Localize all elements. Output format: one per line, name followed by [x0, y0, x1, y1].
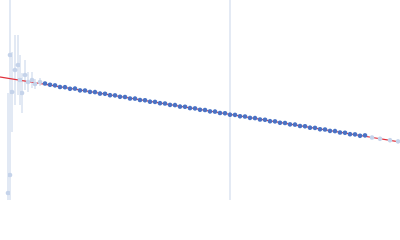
data-point: [322, 127, 328, 132]
data-point: [187, 105, 193, 111]
data-point: [237, 114, 243, 119]
data-point: [7, 52, 13, 58]
data-point: [67, 86, 73, 92]
data-point: [217, 110, 223, 116]
data-point: [197, 107, 203, 113]
data-point: [29, 77, 35, 83]
data-point: [157, 100, 163, 106]
data-point: [357, 133, 363, 139]
data-point: [337, 130, 343, 135]
data-point: [227, 112, 233, 117]
data-point: [5, 190, 11, 196]
data-point: [277, 120, 283, 126]
data-point: [102, 91, 108, 97]
data-point: [247, 115, 253, 121]
data-point: [137, 97, 143, 103]
data-point: [207, 109, 213, 114]
data-point: [97, 91, 103, 96]
data-point: [342, 130, 348, 136]
chart: [0, 0, 400, 200]
data-point: [267, 118, 273, 124]
data-point: [77, 88, 83, 93]
page: {"chart_data": { "type": "scatter", "xli…: [0, 0, 400, 200]
data-point: [37, 79, 43, 85]
data-point: [82, 88, 88, 93]
data-point: [395, 139, 400, 144]
data-point: [332, 128, 338, 134]
data-point: [62, 84, 68, 90]
data-point: [122, 94, 128, 100]
data-point: [297, 123, 303, 129]
data-point: [15, 62, 21, 68]
data-point: [152, 99, 158, 105]
data-point: [262, 117, 268, 123]
data-point: [32, 81, 38, 87]
data-point: [7, 172, 13, 178]
data-point: [302, 124, 308, 129]
data-point: [22, 72, 28, 78]
data-point: [57, 84, 63, 90]
data-point: [172, 102, 178, 108]
data-point: [232, 112, 238, 118]
data-point: [292, 122, 298, 127]
data-point: [377, 136, 383, 142]
data-point: [92, 89, 98, 95]
data-point: [107, 92, 113, 98]
data-point: [142, 98, 148, 103]
data-point: [192, 106, 198, 111]
data-point: [347, 131, 353, 137]
data-point: [252, 115, 258, 121]
data-point: [182, 104, 188, 110]
data-point: [272, 119, 278, 124]
data-point: [127, 96, 133, 101]
data-point: [202, 107, 208, 113]
data-point: [72, 86, 78, 91]
data-point: [19, 90, 25, 96]
data-point: [352, 132, 358, 137]
data-point: [287, 122, 293, 127]
data-point: [362, 133, 368, 138]
data-point: [17, 77, 23, 83]
data-point: [222, 111, 228, 116]
data-point: [47, 82, 53, 88]
data-point: [42, 81, 48, 86]
data-point: [147, 99, 153, 104]
data-point: [212, 109, 218, 114]
data-point: [12, 67, 18, 73]
data-point: [25, 79, 31, 85]
data-point: [327, 128, 333, 134]
data-point: [242, 114, 248, 119]
data-point: [52, 83, 58, 88]
data-point: [307, 125, 313, 130]
data-point: [162, 101, 168, 106]
data-point: [317, 127, 323, 132]
data-point: [87, 89, 93, 95]
data-point: [112, 93, 118, 98]
data-point: [117, 94, 123, 100]
data-point: [132, 96, 138, 101]
data-point: [387, 137, 393, 143]
data-point: [9, 89, 15, 95]
data-point: [257, 117, 263, 122]
data-point: [177, 104, 183, 109]
data-point: [282, 120, 288, 126]
data-point: [312, 125, 318, 131]
data-point: [369, 135, 375, 140]
data-point: [167, 102, 173, 108]
